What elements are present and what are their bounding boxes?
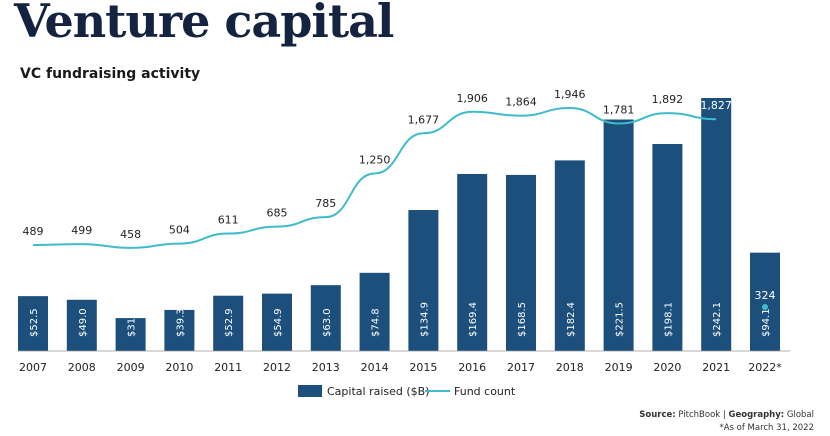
geography-value: Global bbox=[786, 410, 814, 420]
bar-label-2009: $31.5 bbox=[127, 308, 138, 337]
line-label-2008: 499 bbox=[71, 224, 92, 237]
bar-label-2012: $54.9 bbox=[273, 308, 284, 337]
x-tick-2013: 2013 bbox=[312, 361, 340, 374]
bars-layer bbox=[18, 98, 780, 351]
bar-2010 bbox=[164, 309, 195, 351]
x-tick-2008: 2008 bbox=[68, 361, 96, 374]
line-label-2014: 1,250 bbox=[359, 153, 391, 166]
x-tick-2019: 2019 bbox=[605, 361, 633, 374]
x-tick-2020: 2020 bbox=[653, 361, 681, 374]
bar-2012 bbox=[262, 293, 292, 351]
line-label-2017: 1,864 bbox=[505, 96, 537, 109]
bar-label-2018: $182.4 bbox=[566, 302, 577, 337]
x-tick-2009: 2009 bbox=[117, 361, 145, 374]
bar-label-2017: $168.5 bbox=[517, 302, 528, 337]
x-tick-2010: 2010 bbox=[165, 361, 193, 374]
bar-label-2011: $52.9 bbox=[224, 308, 235, 337]
line-label-2011: 611 bbox=[218, 214, 239, 227]
x-tick-2017: 2017 bbox=[507, 361, 535, 374]
bar-labels-layer: $52.5 $49.0 $31.5 $39.3 $52.9 $54.9 $63.0 $74.8… bbox=[29, 302, 772, 337]
line-layer bbox=[32, 106, 717, 249]
bar-2021 bbox=[701, 98, 732, 351]
x-tick-2012: 2012 bbox=[263, 361, 291, 374]
bar-label-2007: $52.5 bbox=[29, 308, 40, 337]
line-label-2013: 785 bbox=[315, 197, 336, 210]
bar-label-2019: $221.5 bbox=[615, 302, 626, 337]
geography-label: Geography: bbox=[728, 410, 785, 420]
bar-2022* bbox=[750, 252, 780, 351]
bar-2009 bbox=[115, 318, 146, 351]
bar-label-2016: $169.4 bbox=[468, 302, 479, 337]
x-tick-2016: 2016 bbox=[458, 361, 486, 374]
line-label-2019: 1,781 bbox=[603, 104, 635, 117]
bar-label-2008: $49.0 bbox=[78, 308, 89, 337]
bar-2018 bbox=[554, 160, 585, 351]
line-label-2012: 685 bbox=[267, 207, 288, 220]
bar-2008 bbox=[66, 299, 97, 351]
line-label-2018: 1,946 bbox=[554, 88, 586, 101]
legend-bar-swatch bbox=[298, 385, 322, 397]
line-label-2022*: 324 bbox=[755, 289, 776, 302]
legend: Capital raised ($B) Fund count bbox=[298, 385, 516, 398]
bar-label-2022*: $94.1 bbox=[761, 308, 772, 337]
x-tick-2011: 2011 bbox=[214, 361, 242, 374]
line-point-2022* bbox=[762, 304, 768, 310]
x-tick-2007: 2007 bbox=[19, 361, 47, 374]
bar-2007 bbox=[18, 296, 48, 351]
x-tick-2014: 2014 bbox=[361, 361, 389, 374]
bar-label-2021: $242.1 bbox=[712, 302, 723, 337]
bar-2017 bbox=[506, 174, 536, 351]
bar-label-2014: $74.8 bbox=[371, 308, 382, 337]
chart: $52.5 $49.0 $31.5 $39.3 $52.9 $54.9 $63.0 $74.8… bbox=[18, 88, 790, 398]
x-tick-2021: 2021 bbox=[702, 361, 730, 374]
line-label-2020: 1,892 bbox=[652, 93, 684, 106]
page-title: Venture capital bbox=[14, 0, 394, 48]
bar-label-2015: $134.9 bbox=[419, 302, 430, 337]
bar-2019 bbox=[603, 119, 634, 351]
line-labels-layer: 489 499 458 504 611 685 785 1,250 1,677 1,906 1,86… bbox=[23, 88, 776, 310]
bar-2015 bbox=[408, 210, 439, 351]
date-note: *As of March 31, 2022 bbox=[719, 423, 814, 433]
legend-bar-label: Capital raised ($B) bbox=[327, 385, 430, 398]
bar-label-2010: $39.3 bbox=[175, 308, 186, 337]
x-tick-2022*: 2022* bbox=[748, 361, 782, 374]
source-note: Source: PitchBook | Geography: Global bbox=[639, 410, 814, 420]
source-label: Source: bbox=[639, 410, 676, 420]
legend-line-label: Fund count bbox=[454, 385, 516, 398]
bar-label-2020: $198.1 bbox=[663, 302, 674, 337]
bar-2013 bbox=[310, 285, 341, 351]
line-label-2007: 489 bbox=[23, 225, 44, 238]
chart-subtitle: VC fundraising activity bbox=[20, 66, 201, 82]
line-label-2021: 1,827 bbox=[700, 99, 732, 112]
line-label-2015: 1,677 bbox=[408, 113, 440, 126]
x-tick-2015: 2015 bbox=[409, 361, 437, 374]
bar-2020 bbox=[652, 143, 683, 351]
bar-2011 bbox=[213, 295, 244, 351]
bar-2016 bbox=[457, 173, 488, 351]
x-axis-ticks: 2007 2008 2009 2010 2011 2012 2013 2014 2015 2016… bbox=[19, 361, 782, 374]
bar-label-2013: $63.0 bbox=[322, 308, 333, 337]
line-label-2016: 1,906 bbox=[456, 92, 488, 105]
fund-count-line bbox=[32, 106, 717, 249]
x-tick-2018: 2018 bbox=[556, 361, 584, 374]
source-separator: | bbox=[722, 410, 726, 420]
bar-2014 bbox=[359, 272, 390, 351]
line-label-2010: 504 bbox=[169, 224, 190, 237]
source-value: PitchBook bbox=[678, 410, 721, 420]
line-label-2009: 458 bbox=[120, 228, 141, 241]
